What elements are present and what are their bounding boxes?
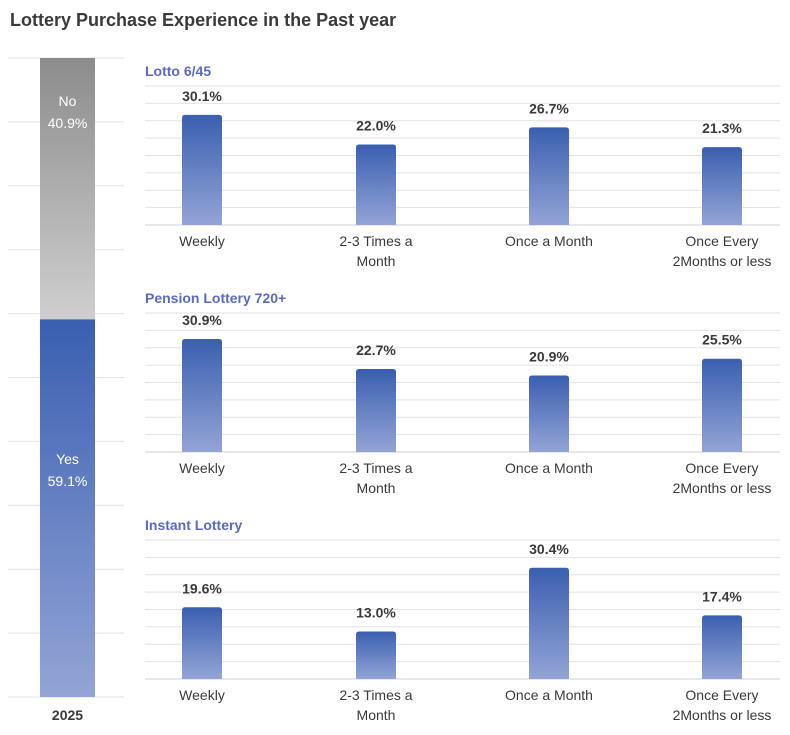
panel-title: Lotto 6/45 (145, 63, 211, 79)
stack-label-yes: Yes (56, 451, 79, 467)
stack-value-yes: 59.1% (48, 473, 88, 489)
category-tick-label: Weekly (179, 687, 225, 703)
bar-value-label: 30.4% (529, 541, 569, 557)
category-tick-label: Once a Month (505, 460, 593, 476)
bar-value-label: 22.0% (356, 118, 396, 134)
panel-title: Pension Lottery 720+ (145, 290, 286, 306)
category-tick-label: Month (357, 480, 396, 496)
bar-value-label: 30.9% (182, 312, 222, 328)
category-tick-label: Once a Month (505, 687, 593, 703)
category-tick-label: 2Months or less (673, 480, 772, 496)
bar-value-label: 13.0% (356, 604, 396, 620)
stack-category-label: 2025 (52, 707, 83, 723)
category-tick-label: Once Every (685, 233, 758, 249)
stack-segment-no (40, 58, 95, 320)
bar-value-label: 17.4% (702, 588, 742, 604)
category-tick-label: 2Months or less (673, 253, 772, 269)
bar (356, 368, 396, 452)
category-tick-label: Once a Month (505, 233, 593, 249)
category-tick-label: Weekly (179, 233, 225, 249)
bar (182, 114, 222, 225)
bar (356, 144, 396, 225)
category-tick-label: Once Every (685, 460, 758, 476)
bar (702, 147, 742, 225)
bar-value-label: 30.1% (182, 88, 222, 104)
category-tick-label: Once Every (685, 687, 758, 703)
category-tick-label: Month (357, 707, 396, 723)
bar-value-label: 19.6% (182, 580, 222, 596)
bar (182, 607, 222, 679)
category-tick-label: Weekly (179, 460, 225, 476)
bar-value-label: 20.9% (529, 349, 569, 365)
stack-value-no: 40.9% (48, 115, 88, 131)
stack-label-no: No (59, 93, 77, 109)
bar (529, 375, 569, 452)
bar-value-label: 25.5% (702, 332, 742, 348)
bar (702, 358, 742, 452)
category-tick-label: 2-3 Times a (339, 460, 412, 476)
category-tick-label: 2Months or less (673, 707, 772, 723)
category-tick-label: 2-3 Times a (339, 233, 412, 249)
category-tick-label: Month (357, 253, 396, 269)
bar-value-label: 26.7% (529, 100, 569, 116)
bar (182, 338, 222, 452)
bar (702, 615, 742, 679)
bar (356, 631, 396, 679)
bar-value-label: 22.7% (356, 342, 396, 358)
bar (529, 127, 569, 225)
bar-value-label: 21.3% (702, 120, 742, 136)
chart-title: Lottery Purchase Experience in the Past … (10, 10, 397, 30)
bar (529, 567, 569, 679)
category-tick-label: 2-3 Times a (339, 687, 412, 703)
stack-segment-yes (40, 319, 95, 697)
panel-title: Instant Lottery (145, 517, 242, 533)
